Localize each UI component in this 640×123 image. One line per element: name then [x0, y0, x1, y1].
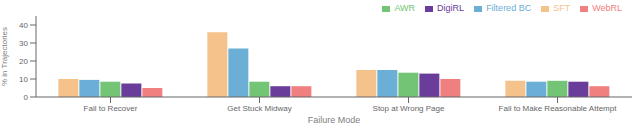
svg-text:0: 0: [24, 93, 29, 102]
html-text:AWR: AWR: [394, 3, 416, 13]
svg-text:% in Trajectories: % in Trajectories: [8, 27, 9, 86]
svg-text:Failure Mode: Failure Mode: [308, 115, 361, 123]
html-text:SFT: SFT: [553, 3, 571, 13]
svg-text:Stop at Wrong Page: Stop at Wrong Page: [373, 104, 445, 113]
svg-text:20: 20: [19, 57, 28, 66]
svg-text:10: 10: [19, 75, 28, 84]
html-text:DigiRL: DigiRL: [437, 3, 465, 13]
html-text:WebRL: WebRL: [592, 3, 622, 13]
html-text:Filtered BC: Filtered BC: [486, 3, 532, 13]
svg-text:40: 40: [19, 21, 28, 30]
svg-text:Fail to Make Reasonable Attemp: Fail to Make Reasonable Attempt: [499, 104, 618, 113]
svg-text:Fail to Recover: Fail to Recover: [84, 104, 138, 113]
svg-text:Get Stuck Midway: Get Stuck Midway: [227, 104, 291, 113]
svg-text:30: 30: [19, 39, 28, 48]
